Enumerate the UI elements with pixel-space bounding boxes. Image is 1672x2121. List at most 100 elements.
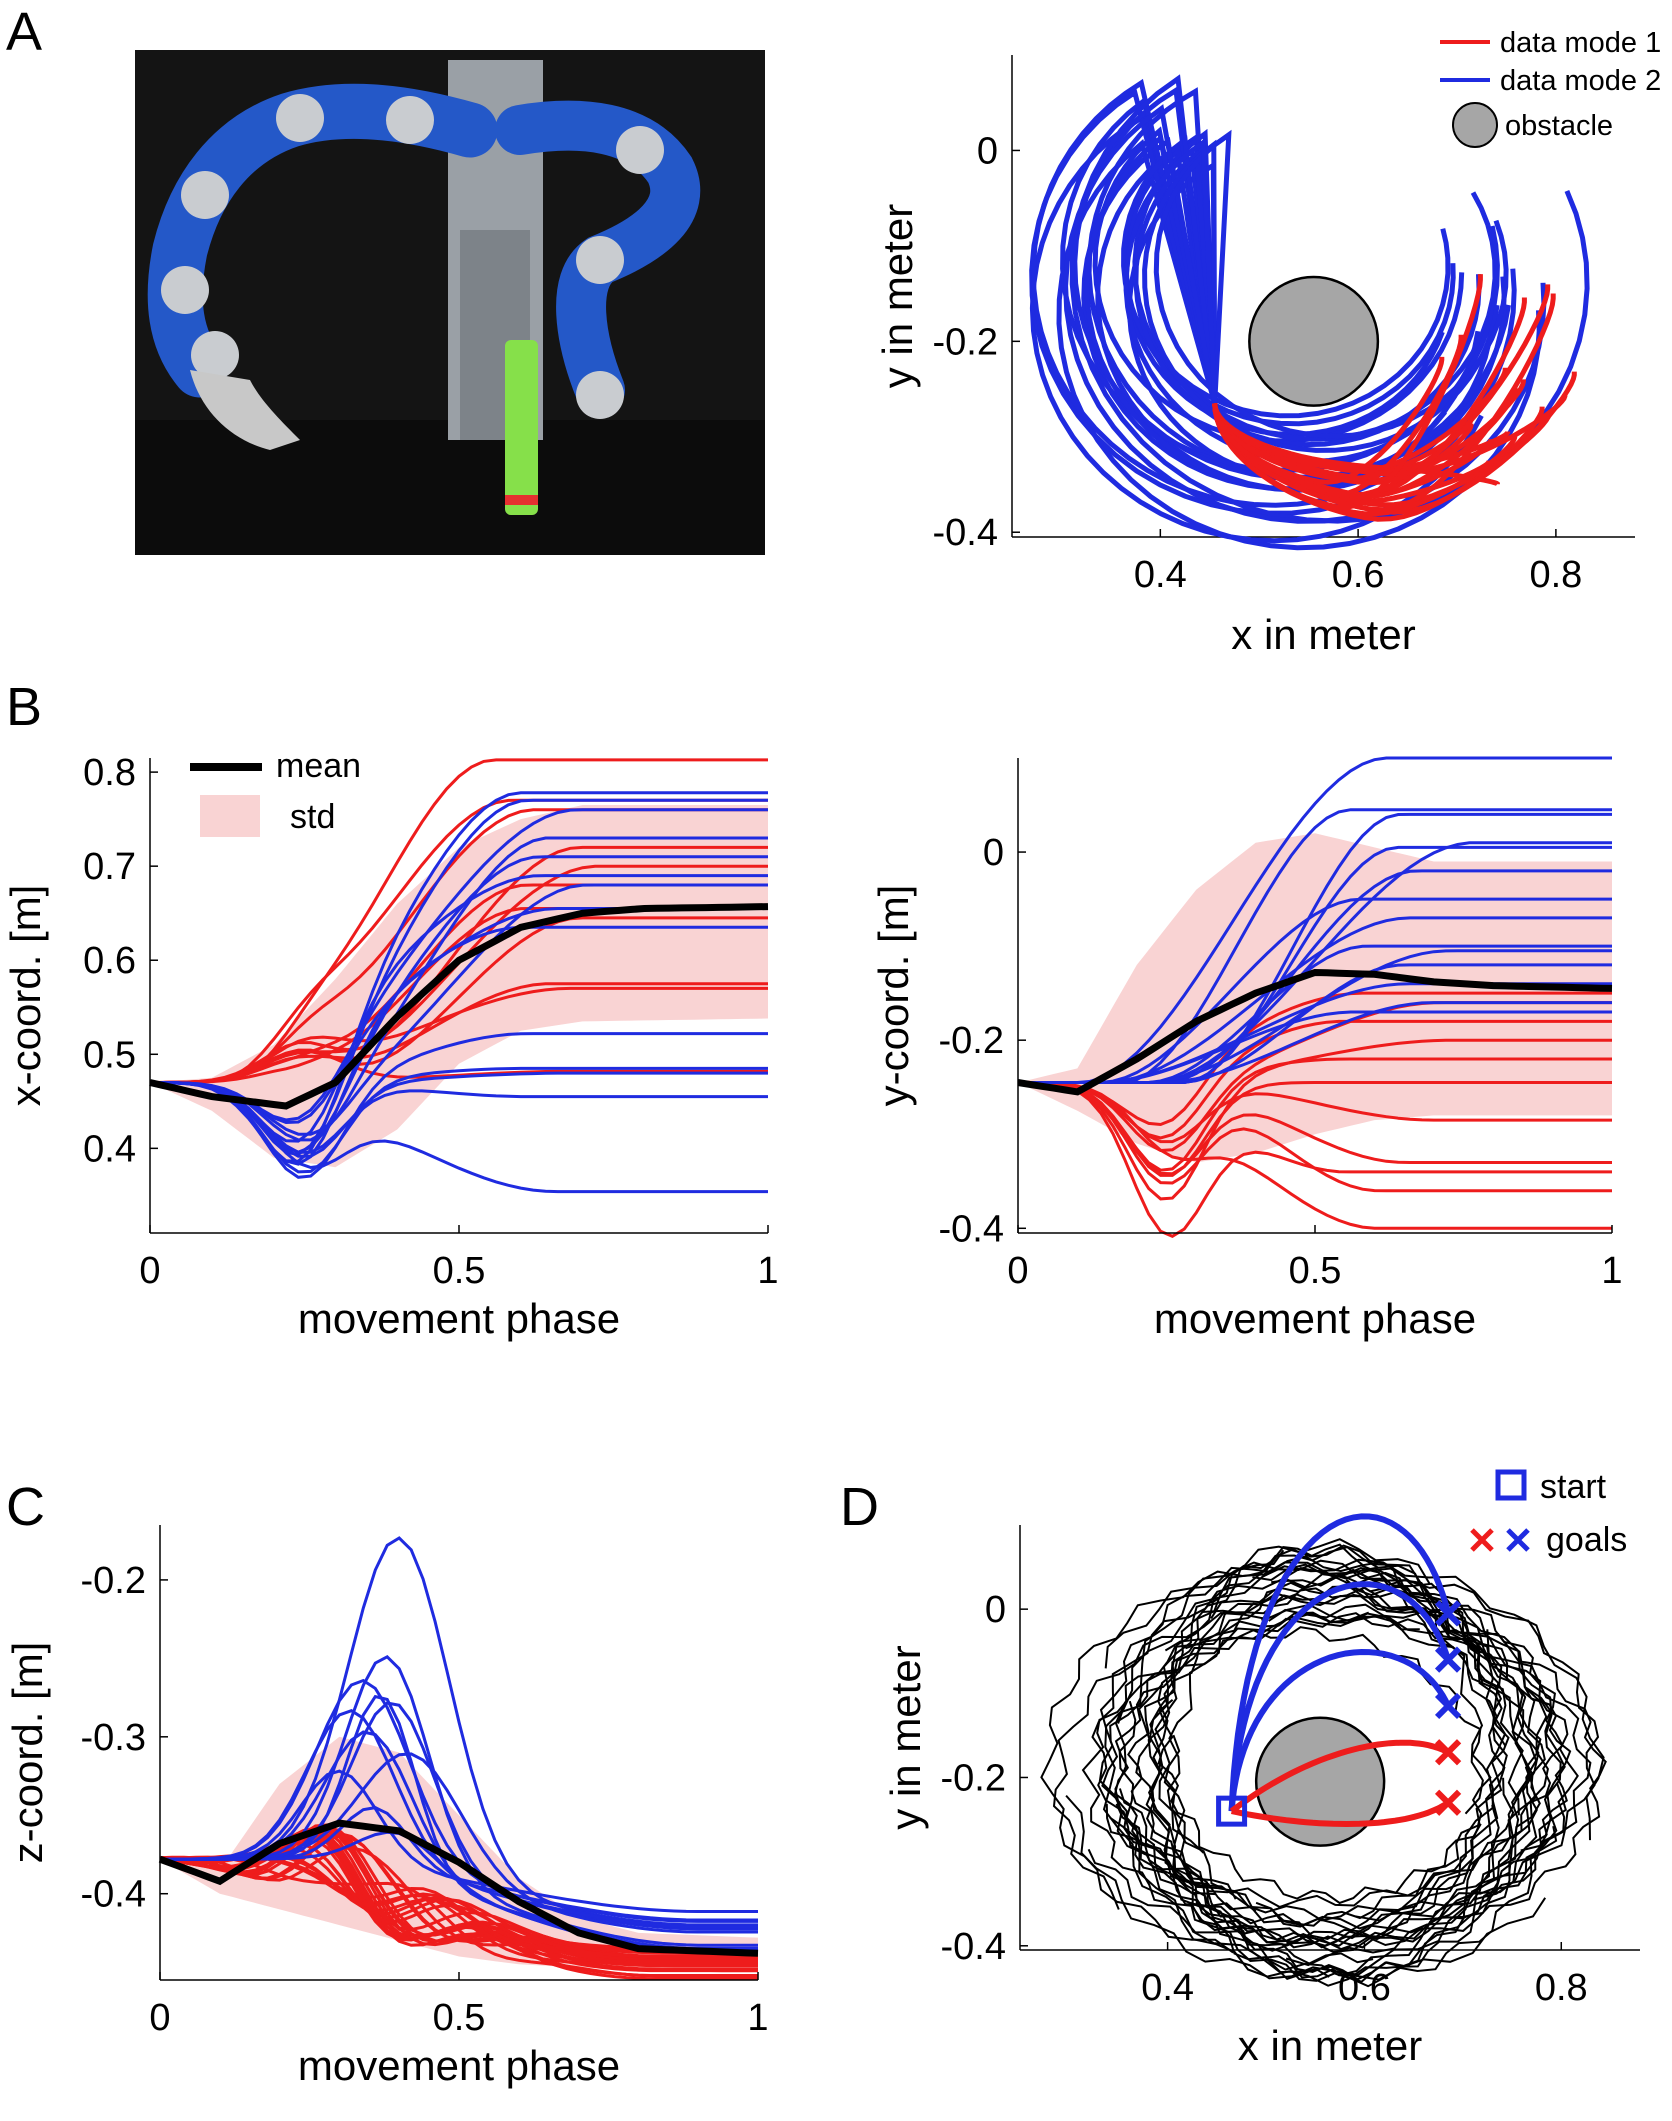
x-tick-label: 1 bbox=[757, 1250, 778, 1292]
robot-arm-photo bbox=[135, 50, 765, 555]
y-tick-label: -0.2 bbox=[933, 321, 998, 363]
x-tick-label: 0.6 bbox=[1332, 554, 1385, 596]
mode1-trajectory bbox=[1212, 274, 1483, 510]
mode2-goal-trajectory bbox=[1228, 1581, 1451, 1812]
mode2-trajectory bbox=[1123, 132, 1456, 427]
photo-tube-band bbox=[505, 495, 538, 505]
photo-joint bbox=[576, 371, 624, 419]
obstacle-circle bbox=[1248, 275, 1380, 407]
photo-joint bbox=[616, 126, 664, 174]
legend-swatch-start bbox=[1495, 1469, 1527, 1501]
panel-label-c: C bbox=[6, 1477, 45, 1537]
std-band bbox=[150, 805, 768, 1168]
legend-label-mean: mean bbox=[276, 747, 361, 785]
y-tick-label: -0.4 bbox=[939, 1208, 1004, 1250]
y-tick-label: 0.6 bbox=[83, 940, 136, 982]
mode1-trajectory bbox=[1212, 394, 1568, 477]
legend-label-std: std bbox=[290, 798, 335, 836]
goal-marker bbox=[1434, 1692, 1462, 1720]
chart-xy-goals: 0.4 0.6 0.8 0 -0.2 -0.4 x in meter y in meter st… bbox=[882, 1468, 1640, 2069]
photo-right-arm bbox=[495, 100, 701, 415]
mean-line bbox=[149, 903, 769, 1110]
y-tick-label: -0.2 bbox=[939, 1020, 1004, 1062]
panel-label-b: B bbox=[6, 677, 42, 737]
chart-xy-trajectories: 0.4 0.6 0.8 0 -0.2 -0.4 x in meter y in meter da… bbox=[874, 27, 1661, 658]
y-axis-label: y in meter bbox=[874, 204, 921, 388]
demonstration-trajectory bbox=[1098, 1555, 1484, 1943]
mode2-series-line bbox=[149, 798, 768, 1156]
mean-line bbox=[1017, 968, 1613, 1096]
x-tick-label: 0.4 bbox=[1141, 1967, 1194, 2009]
demonstration-trajectory bbox=[1081, 1611, 1558, 1951]
mode2-trajectory bbox=[1123, 137, 1471, 465]
y-tick-label: -0.3 bbox=[81, 1717, 146, 1759]
mode1-series-line bbox=[159, 1855, 758, 1978]
goal-marker bbox=[1434, 1739, 1462, 1766]
legend-label-start: start bbox=[1540, 1468, 1607, 1506]
mode1-series-line bbox=[1017, 1081, 1612, 1193]
y-tick-label: -0.4 bbox=[933, 512, 998, 554]
mode1-goal-trajectory bbox=[1229, 1739, 1450, 1814]
photo-joint bbox=[191, 331, 239, 379]
y-tick-label: 0 bbox=[985, 1589, 1006, 1631]
y-tick-label: 0 bbox=[977, 130, 998, 172]
demonstration-trajectory bbox=[1115, 1573, 1546, 1949]
demonstration-trajectory bbox=[1102, 1558, 1605, 1981]
mode1-trajectory bbox=[1212, 387, 1518, 500]
y-tick-label: -0.4 bbox=[941, 1926, 1006, 1968]
legend-swatch-obstacle bbox=[1452, 102, 1498, 148]
goal-marker bbox=[1434, 1600, 1462, 1627]
x-tick-label: 0.6 bbox=[1338, 1967, 1391, 2009]
legend-swatch-std bbox=[200, 795, 260, 837]
mode1-series-line bbox=[1017, 1081, 1612, 1230]
chart-x-coord: 0 0.5 1 0.4 0.5 0.6 0.7 0.8 movement phase x-coor… bbox=[2, 747, 779, 1342]
x-tick-label: 0.8 bbox=[1535, 1967, 1588, 2009]
x-axis-label: x in meter bbox=[1231, 611, 1415, 658]
x-tick-label: 0.5 bbox=[1289, 1250, 1342, 1292]
mode1-series-line bbox=[159, 1827, 758, 1971]
y-axis-label: z-coord. [m] bbox=[4, 1642, 51, 1864]
y-axis-label: y-coord. [m] bbox=[870, 885, 917, 1107]
mode2-trajectory bbox=[1063, 104, 1547, 524]
mode2-goal-trajectory bbox=[1228, 1513, 1452, 1812]
y-tick-label: 0.5 bbox=[83, 1034, 136, 1076]
photo-joint bbox=[386, 96, 434, 144]
mode2-series-line bbox=[149, 1066, 768, 1174]
demonstration-trajectory bbox=[1105, 1563, 1564, 1909]
mode2-goal-trajectory bbox=[1228, 1648, 1451, 1812]
photo-table bbox=[135, 420, 765, 555]
photo-hand bbox=[190, 370, 300, 450]
demonstration-trajectory bbox=[1185, 1568, 1562, 1988]
x-tick-label: 1 bbox=[1601, 1250, 1622, 1292]
photo-joint bbox=[576, 236, 624, 284]
demonstration-trajectory bbox=[1127, 1612, 1572, 1900]
chart-y-coord: 0 0.5 1 0 -0.2 -0.4 movement phase y-coord. [m] bbox=[870, 756, 1623, 1342]
chart-z-coord: 0 0.5 1 -0.2 -0.3 -0.4 movement phase z-coord. … bbox=[4, 1525, 769, 2089]
mode1-series-line bbox=[149, 845, 768, 1084]
demonstration-trajectory bbox=[1065, 1559, 1540, 1980]
demonstration-trajectory bbox=[1157, 1578, 1510, 1905]
legend-label-mode1: data mode 1 bbox=[1500, 27, 1661, 59]
x-tick-label: 0.5 bbox=[433, 1250, 486, 1292]
x-tick-label: 0 bbox=[1007, 1250, 1028, 1292]
photo-joint bbox=[181, 171, 229, 219]
y-tick-label: 0.7 bbox=[83, 846, 136, 888]
legend-label-goals: goals bbox=[1546, 1521, 1627, 1559]
mean-line bbox=[158, 1819, 759, 1957]
legend-label-obstacle: obstacle bbox=[1505, 110, 1613, 142]
y-tick-label: -0.4 bbox=[81, 1874, 146, 1916]
x-tick-label: 1 bbox=[747, 1997, 768, 2039]
y-tick-label: 0.8 bbox=[83, 752, 136, 794]
x-axis-label: x in meter bbox=[1238, 2022, 1422, 2069]
x-tick-label: 0.4 bbox=[1134, 554, 1187, 596]
mode1-goal-trajectory bbox=[1231, 1800, 1450, 1828]
legend-label-mode2: data mode 2 bbox=[1500, 65, 1661, 97]
mode2-series-line bbox=[149, 1081, 768, 1194]
x-axis-label: movement phase bbox=[298, 2042, 620, 2089]
mode2-series-line bbox=[1018, 1010, 1612, 1084]
photo-tube bbox=[505, 340, 538, 515]
demonstration-trajectory bbox=[1166, 1571, 1515, 1983]
x-tick-label: 0 bbox=[139, 1250, 160, 1292]
x-axis-label: movement phase bbox=[1154, 1295, 1476, 1342]
goal-marker bbox=[1434, 1789, 1462, 1816]
